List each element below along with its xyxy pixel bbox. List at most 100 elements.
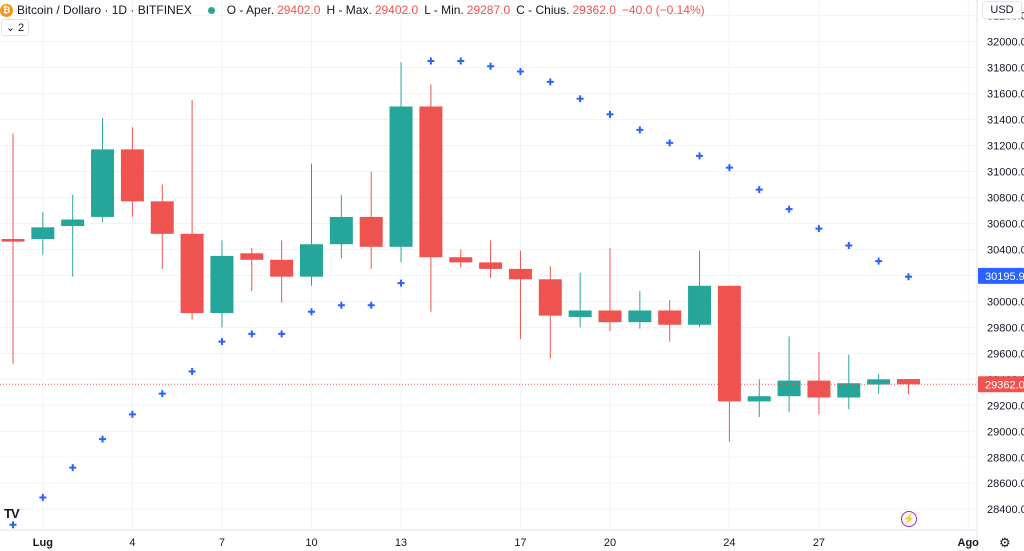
candle-body	[300, 244, 323, 277]
x-tick-label: Ago	[958, 537, 980, 549]
sar-point	[188, 368, 196, 376]
y-tick-label: 30800.0	[987, 192, 1024, 204]
change-value: −40.0 (−0.14%)	[621, 3, 705, 17]
sar-point	[248, 330, 256, 338]
candle	[31, 211, 55, 255]
candle	[389, 62, 413, 263]
y-tick-label: 29200.0	[987, 400, 1024, 412]
candle	[538, 266, 562, 359]
sar-point	[367, 301, 375, 309]
candle	[568, 272, 592, 328]
y-tick-label: 29600.0	[987, 348, 1024, 360]
candle	[150, 184, 174, 269]
sar-point	[308, 308, 315, 316]
x-tick-label: 27	[813, 537, 825, 549]
candle	[837, 354, 861, 410]
candle-body	[747, 396, 771, 402]
candle-body	[598, 310, 622, 323]
lightning-icon[interactable]: ⚡	[901, 511, 917, 527]
candle-body	[717, 285, 741, 402]
candle-body	[389, 106, 413, 247]
currency-button[interactable]: USD	[982, 1, 1022, 19]
sar-point	[576, 95, 584, 103]
candle	[1, 133, 25, 364]
last-price-tag-text: 29362.0	[985, 379, 1024, 391]
sar-price-tag-text: 30195.9	[985, 271, 1024, 283]
candle-body	[150, 201, 174, 234]
candle-body	[538, 279, 562, 316]
candle	[777, 336, 801, 412]
candle-body	[479, 262, 503, 269]
candle	[867, 374, 891, 394]
sar-point	[9, 521, 17, 529]
candle-body	[240, 253, 264, 260]
sar-point	[69, 464, 77, 472]
sar-point	[516, 67, 524, 75]
candle	[479, 240, 503, 278]
sar-point	[725, 164, 733, 172]
y-tick-label: 29000.0	[987, 426, 1024, 438]
candle	[91, 118, 115, 223]
candle-body	[210, 255, 234, 314]
high-value: 29402.0	[374, 3, 419, 17]
x-tick-label: 17	[514, 537, 526, 549]
candle-body	[91, 149, 115, 217]
candle-body	[1, 239, 25, 242]
sar-point	[785, 205, 793, 213]
candle	[747, 379, 771, 417]
candle	[329, 194, 353, 259]
candle-body	[61, 219, 85, 227]
sar-point	[487, 62, 495, 70]
candle-body	[508, 268, 532, 280]
indicator-count: 2	[18, 21, 25, 34]
chart-header: ₿ Bitcoin / Dollaro · 1D · BITFINEX O - …	[0, 0, 711, 20]
y-tick-label: 30000.0	[987, 296, 1024, 308]
y-tick-label: 32000.0	[987, 37, 1024, 49]
tradingview-logo[interactable]: TV	[4, 506, 20, 521]
candle	[419, 84, 443, 312]
x-tick-label: 20	[604, 537, 616, 549]
candle	[658, 300, 682, 342]
open-value: 29402.0	[277, 3, 321, 17]
sar-point	[606, 110, 614, 118]
candle-body	[568, 310, 592, 317]
low-label: L - Min.	[424, 3, 464, 17]
candle-body	[419, 106, 443, 258]
candle	[180, 100, 204, 320]
candle-body	[180, 233, 204, 314]
candle-body	[270, 259, 294, 277]
sar-point	[636, 126, 644, 134]
sar-point	[666, 139, 674, 147]
last-price-tag-bg	[978, 376, 1024, 393]
y-tick-label: 31000.0	[987, 166, 1024, 178]
sar-price-tag-bg	[978, 267, 1024, 284]
chevron-down-icon: ⌄	[5, 22, 16, 34]
gear-icon[interactable]: ⚙	[999, 535, 1011, 550]
candle-body	[329, 216, 353, 245]
sar-point	[397, 279, 405, 287]
candle	[449, 249, 473, 268]
candle-body	[867, 379, 891, 385]
candle	[210, 240, 234, 328]
candle	[717, 285, 741, 442]
sar-point	[128, 410, 136, 418]
sar-point	[755, 186, 763, 194]
sar-point	[875, 257, 883, 265]
x-tick-label: 4	[129, 537, 135, 549]
candle	[300, 163, 323, 286]
candle	[120, 127, 144, 217]
y-tick-label: 31800.0	[987, 63, 1024, 75]
x-tick-label: 13	[395, 537, 407, 549]
sar-point	[696, 152, 704, 160]
indicators-toggle-button[interactable]: ⌄ 2	[1, 19, 29, 36]
high-label: H - Max.	[326, 3, 372, 17]
sar-point	[845, 242, 853, 250]
close-value: 29362.0	[572, 3, 616, 17]
price-axis: 28400.028600.028800.029000.029200.029400…	[987, 11, 1024, 517]
sar-point	[457, 57, 465, 65]
symbol-title[interactable]: Bitcoin / Dollaro · 1D · BITFINEX	[17, 3, 192, 17]
x-tick-label: Lug	[33, 537, 53, 549]
candle	[359, 171, 383, 269]
candle-body	[658, 310, 682, 325]
